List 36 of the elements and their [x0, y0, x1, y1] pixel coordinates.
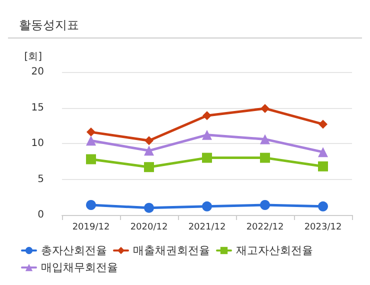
point: [202, 152, 212, 163]
point: [144, 202, 154, 213]
x-tick-label: 2022/12: [246, 222, 284, 232]
legend-label: 매입채무회전율: [41, 261, 118, 274]
point: [202, 130, 212, 140]
point: [86, 136, 96, 146]
point: [318, 120, 328, 129]
chart-title: 활동성지표: [19, 18, 79, 32]
point: [260, 152, 270, 163]
y-tick-label: 20: [31, 66, 44, 78]
x-tick-label: 2019/12: [72, 222, 110, 232]
y-tick-label: 15: [31, 102, 44, 114]
x-tick-label: 2023/12: [304, 222, 342, 232]
point: [318, 147, 328, 158]
x-tick-label: 2021/12: [188, 222, 226, 232]
legend-label: 재고자산회전율: [236, 244, 313, 257]
y-axis-title: [회]: [24, 52, 42, 62]
point: [202, 201, 212, 212]
point: [318, 201, 328, 212]
point: [86, 200, 96, 210]
point: [86, 128, 96, 137]
point: [318, 161, 328, 172]
point: [260, 134, 270, 144]
point: [260, 104, 270, 113]
point: [86, 154, 96, 164]
y-tick-label: 0: [38, 210, 44, 220]
point: [144, 146, 154, 156]
legend-label: 총자산회전율: [41, 244, 107, 257]
y-tick-label: 5: [38, 174, 44, 185]
x-tick-label: 2020/12: [130, 222, 168, 232]
point: [202, 111, 212, 120]
point: [144, 136, 154, 146]
y-tick-label: 10: [31, 138, 44, 149]
legend-label: 매출채권회전율: [133, 244, 210, 257]
point: [260, 200, 270, 210]
point: [144, 162, 154, 172]
